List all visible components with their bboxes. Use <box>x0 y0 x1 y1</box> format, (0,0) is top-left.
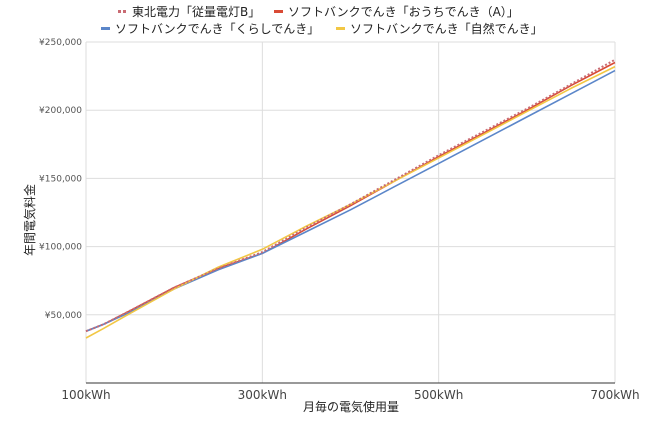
legend-swatch <box>123 10 126 13</box>
y-tick-label: ¥150,000 <box>39 174 82 184</box>
y-tick-label: ¥200,000 <box>39 106 82 116</box>
legend-label: 東北電力「従量電灯B」 <box>132 5 260 19</box>
series-line-0 <box>85 58 616 333</box>
x-tick-label: 700kWh <box>590 388 639 402</box>
chart-grid <box>85 41 616 384</box>
x-axis-title: 月毎の電気使用量 <box>303 399 399 414</box>
legend-label: ソフトバンクでんき「くらしでんき」 <box>115 22 319 36</box>
legend-swatch <box>118 10 121 13</box>
legend-swatch <box>336 27 345 30</box>
x-axis-ticks: 100kWh 300kWh 500kWh 700kWh <box>61 388 639 402</box>
x-tick-label: 300kWh <box>238 388 287 402</box>
legend-swatch <box>101 27 110 30</box>
x-tick-label: 500kWh <box>414 388 463 402</box>
legend-label: ソフトバンクでんき「自然でんき」 <box>350 21 543 36</box>
chart-legend: 東北電力「従量電灯B」 ソフトバンクでんき「おうちでんき（A）」ソフトバンクでんき… <box>101 5 543 36</box>
series-line-3 <box>85 65 616 339</box>
y-tick-label: ¥50,000 <box>45 311 82 321</box>
y-tick-label: ¥100,000 <box>39 243 82 253</box>
chart-series <box>85 58 616 339</box>
y-tick-label: ¥250,000 <box>39 38 82 48</box>
y-axis-ticks: ¥50,000 ¥100,000 ¥150,000 ¥200,000 ¥250,000 <box>39 38 82 321</box>
series-line-2 <box>85 69 616 332</box>
legend-label: ソフトバンクでんき「おうちでんき（A）」 <box>288 5 519 19</box>
y-axis-title: 年間電気料金 <box>22 184 37 256</box>
x-tick-label: 100kWh <box>61 388 110 402</box>
legend-swatch <box>274 10 283 13</box>
